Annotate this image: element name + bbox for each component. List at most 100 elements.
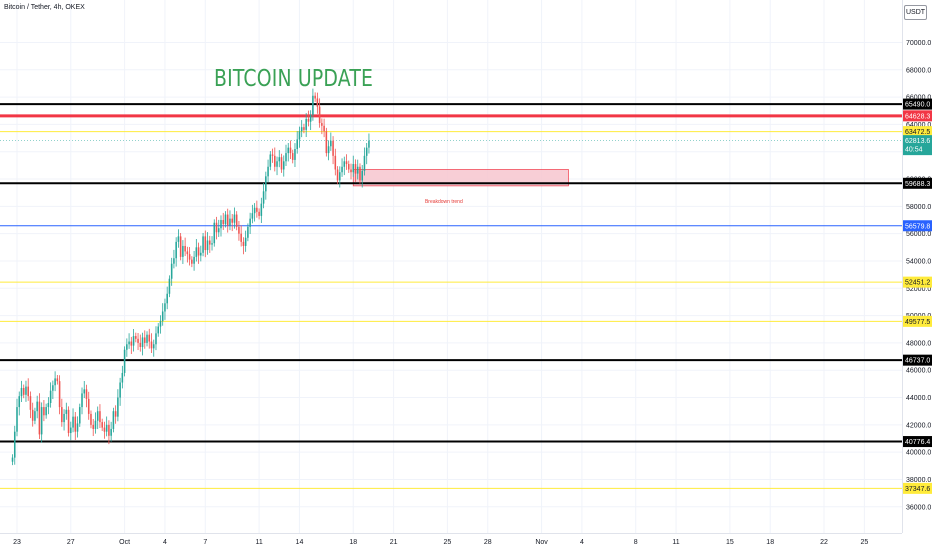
level-price-tag-text: 37347.6 [905, 486, 930, 493]
candle-body [11, 457, 14, 462]
candle-body [242, 241, 245, 246]
breakdown-zone-rect [352, 169, 569, 187]
current-price-text: 62813.6 [905, 138, 930, 145]
candle-body [101, 422, 103, 428]
candle-body [213, 222, 216, 244]
candle-body [40, 407, 43, 435]
candle-body [253, 207, 256, 214]
time-tick-label: 15 [726, 539, 734, 546]
candle-body [296, 139, 298, 150]
price-tick-label: 54000.0 [906, 258, 931, 265]
candle-body [161, 311, 164, 322]
candle-body [155, 333, 157, 345]
candle-body [112, 411, 115, 429]
time-tick-label: Oct [119, 539, 130, 546]
level-price-tag-text: 49577.5 [905, 319, 930, 326]
candle-body [231, 218, 233, 223]
candle-body [150, 341, 153, 349]
candle-body [83, 389, 86, 394]
candle-body [269, 154, 272, 167]
candle-body [179, 236, 182, 257]
candle-body [339, 172, 341, 181]
horizontal-levels [0, 103, 902, 489]
candle-body [217, 228, 220, 233]
candle-body [159, 321, 162, 327]
candle-body [175, 241, 177, 259]
candle-body [72, 416, 74, 428]
level-price-tag [903, 482, 932, 494]
level-price-tag [903, 220, 932, 232]
price-tick-label: 36000.0 [906, 504, 931, 511]
time-tick-label: 23 [13, 539, 21, 546]
candle-body [274, 155, 276, 167]
candle-body [119, 382, 121, 398]
time-tick-label: 11 [672, 539, 679, 546]
candle-body [157, 326, 160, 334]
candle-body [224, 214, 227, 225]
candle-body [132, 336, 135, 346]
candle-body [309, 114, 312, 122]
currency-button[interactable]: USDT [904, 5, 927, 20]
price-tick-label: 68000.0 [906, 67, 931, 74]
candle-body [256, 207, 258, 212]
breakdown-zone: Breakdown trend [352, 169, 569, 205]
candle-body [85, 389, 88, 399]
candle-body [164, 303, 166, 312]
time-tick-label: 21 [390, 539, 398, 546]
candle-body [38, 401, 41, 435]
candle-body [332, 140, 334, 156]
candle-body [303, 127, 305, 130]
candle-body [130, 341, 133, 346]
time-axis-border [0, 533, 902, 534]
candle-body [27, 386, 29, 397]
candle-body [345, 161, 348, 165]
candle-body [141, 337, 144, 348]
candle-body [356, 166, 359, 174]
candle-body [262, 191, 265, 204]
level-price-tag [903, 110, 932, 122]
candle-body [123, 349, 126, 373]
price-tick-label: 48000.0 [906, 340, 931, 347]
candle-body [18, 396, 21, 408]
price-tick-label: 64000.0 [906, 122, 931, 129]
price-tick-label: 40000.0 [906, 450, 931, 457]
level-price-tag-text: 46737.0 [905, 358, 930, 365]
candle-body [235, 214, 238, 227]
price-tick-label: 42000.0 [906, 422, 931, 429]
candle-body [31, 409, 34, 421]
candle-body [305, 118, 307, 130]
time-axis[interactable]: 23 27 Oct 4 7 11 14 18 21 25 28 Nov 4 8 11 15 18 22 25 [13, 539, 868, 546]
time-tick-label: 18 [349, 539, 357, 546]
candle-body [285, 153, 287, 162]
grid [0, 0, 902, 533]
candle-body [173, 258, 175, 264]
candle-body [368, 140, 370, 148]
price-tick-label: 70000.0 [906, 40, 931, 47]
candle-body [135, 336, 137, 339]
level-price-tag [903, 315, 932, 327]
time-tick-label: 11 [255, 539, 262, 546]
candle-body [211, 243, 213, 245]
candle-body [47, 402, 50, 408]
candle-body [13, 431, 16, 458]
countdown-text: 40:54 [905, 147, 923, 154]
candle-body [43, 407, 45, 416]
candle-body [92, 424, 95, 429]
candle-body [36, 401, 38, 412]
candle-body [170, 263, 173, 279]
price-tick-label: 56000.0 [906, 231, 931, 238]
time-tick-label: 27 [67, 539, 75, 546]
candle-body [67, 409, 70, 434]
candle-body [220, 220, 222, 229]
candle-body [282, 161, 285, 170]
candle-body [226, 214, 229, 226]
candle-body [300, 127, 303, 132]
candle-body [307, 118, 310, 122]
candle-body [87, 398, 90, 414]
candle-body [206, 240, 209, 251]
level-price-tag [903, 276, 932, 288]
level-price-tag-text: 59688.3 [905, 181, 930, 188]
candle-body [184, 245, 186, 252]
